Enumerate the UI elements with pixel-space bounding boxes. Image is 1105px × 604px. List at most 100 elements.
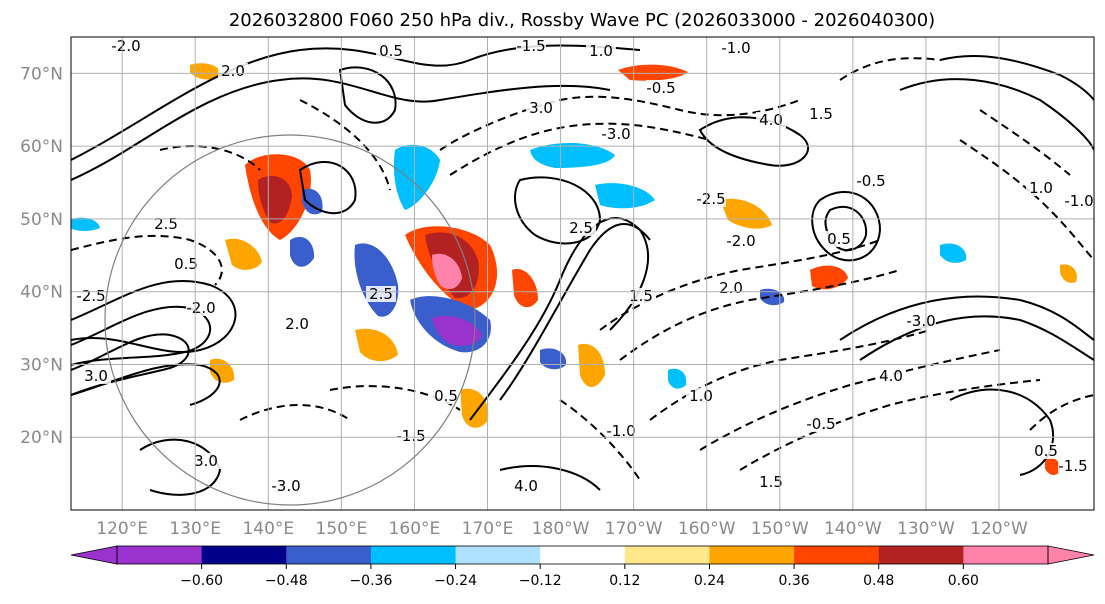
colorbar-segment — [117, 546, 203, 564]
lon-tick-label: 140°W — [824, 519, 882, 539]
contour-label: -3.0 — [601, 125, 630, 143]
lon-tick-label: 140°E — [242, 519, 294, 539]
contour-label: -2.0 — [186, 299, 215, 317]
contour-label-bg — [1064, 193, 1094, 209]
contour-label-bg — [366, 286, 396, 302]
lon-tick-label: 160°W — [678, 519, 736, 539]
contour-label: 3.0 — [529, 99, 553, 117]
contour-label-bg — [516, 38, 546, 54]
map-area: -2.0 2.0 0.5 -1.5 -1.0 1.0 -0.5 3.0 -3.0 4.0 1.5 2.… — [71, 37, 1094, 510]
contour-label: 1.5 — [809, 105, 833, 123]
contour-label: 2.0 — [285, 315, 309, 333]
colorbar-segment — [455, 546, 541, 564]
colorbar-segment — [794, 546, 880, 564]
contour-label-bg — [111, 38, 141, 54]
contour-label: 0.5 — [434, 387, 458, 405]
contour-label: -2.5 — [696, 190, 725, 208]
colorbar-segment — [201, 546, 287, 564]
lon-tick-label: 130°E — [169, 519, 221, 539]
divergence-shading — [71, 63, 1077, 475]
contour-label: 0.5 — [379, 42, 403, 60]
contour-label-bg — [376, 43, 406, 59]
colorbar-segment — [878, 546, 964, 564]
contour-label: 0.5 — [827, 230, 851, 248]
contour-label: 1.5 — [629, 287, 653, 305]
lon-tick-label: 130°W — [897, 519, 955, 539]
contour-label: 4.0 — [759, 111, 783, 129]
lon-tick-label: 120°E — [96, 519, 148, 539]
lon-tick-label: 150°E — [316, 519, 368, 539]
contour-label-bg — [606, 423, 636, 439]
contour-label-bg — [721, 40, 751, 56]
contour-label: 3.0 — [84, 367, 108, 385]
contour-label-bg — [566, 220, 596, 236]
contour-label-bg — [1026, 180, 1056, 196]
colorbar-tick-label: −0.60 — [180, 573, 223, 589]
lon-tick-label: 160°E — [389, 519, 441, 539]
contour-label-bg — [151, 216, 181, 232]
contour-label-bg — [1031, 443, 1061, 459]
colorbar-tick-label: 0.60 — [948, 573, 979, 589]
contour-label-bg — [726, 233, 756, 249]
contour-label-bg — [271, 478, 301, 494]
contour-label: -0.5 — [806, 415, 835, 433]
contour-label-bg — [171, 256, 201, 272]
contour-label-bg — [511, 478, 541, 494]
contour-label-bg — [696, 191, 726, 207]
colorbar-segment — [540, 546, 626, 564]
contour-label: -0.5 — [856, 172, 885, 190]
contour-label-bg — [646, 80, 676, 96]
contour-label: 2.5 — [369, 285, 393, 303]
contour-label-bg — [876, 368, 906, 384]
contour-label-bg — [1058, 458, 1088, 474]
lat-tick-label: 60°N — [20, 137, 63, 157]
colorbar-segment — [709, 546, 795, 564]
longitude-tick-labels: 120°E 130°E 140°E 150°E 160°E 170°E 180°W 170°W… — [96, 519, 1028, 539]
contour-label: 2.5 — [569, 219, 593, 237]
contour-label: 2.0 — [719, 279, 743, 297]
contour-label-bg — [586, 43, 616, 59]
graticule — [71, 37, 1094, 510]
lon-tick-label: 180°W — [532, 519, 590, 539]
contour-label-bg — [81, 368, 111, 384]
latitude-tick-labels: 70°N 60°N 50°N 40°N 30°N 20°N — [20, 64, 63, 448]
contour-label: 1.0 — [589, 42, 613, 60]
colorbar-extend-low — [70, 545, 118, 565]
colorbar-frame — [116, 545, 1049, 565]
colorbar-tick-label: 0.12 — [609, 573, 640, 589]
colorbar: −0.60 −0.48 −0.36 −0.24 −0.12 0.12 0.24 0.36 0.4… — [70, 545, 1095, 589]
contour-label-bg — [282, 316, 312, 332]
colorbar-tick-label: −0.48 — [265, 573, 308, 589]
colorbar-tick-label: 0.24 — [694, 573, 725, 589]
contour-label-bg — [431, 388, 461, 404]
range-circle — [104, 134, 476, 506]
map-frame — [70, 36, 1095, 511]
contour-label: -0.5 — [646, 79, 675, 97]
contour-label: 0.5 — [1034, 442, 1058, 460]
contour-label: -1.0 — [1064, 192, 1093, 210]
colorbar-extend-high — [1047, 545, 1095, 565]
colorbar-segment — [370, 546, 457, 564]
contour-label: -2.0 — [111, 37, 140, 55]
contour-label: -1.5 — [396, 427, 425, 445]
contour-label: 1.0 — [689, 387, 713, 405]
contour-label-bg — [756, 474, 786, 490]
contour-label-bg — [806, 416, 836, 432]
contour-label: 1.0 — [1029, 179, 1053, 197]
lat-tick-label: 50°N — [20, 210, 63, 230]
lon-tick-label: 120°W — [970, 519, 1028, 539]
colorbar-tick-label: 0.36 — [779, 573, 810, 589]
colorbar-tick-label: −0.12 — [519, 573, 562, 589]
contour-label: -1.0 — [721, 39, 750, 57]
lon-tick-label: 170°E — [462, 519, 514, 539]
lat-tick-label: 70°N — [20, 64, 63, 84]
contour-label: 3.0 — [194, 452, 218, 470]
lon-tick-label: 170°W — [605, 519, 663, 539]
contour-label-bg — [191, 453, 221, 469]
contour-label-bg — [756, 112, 786, 128]
contour-label: 2.5 — [154, 215, 178, 233]
contour-label-bg — [601, 126, 631, 142]
contour-labels: -2.0 2.0 0.5 -1.5 -1.0 1.0 -0.5 3.0 -3.0 4.0 1.5 2.… — [76, 37, 1094, 495]
contour-label-bg — [806, 106, 836, 122]
